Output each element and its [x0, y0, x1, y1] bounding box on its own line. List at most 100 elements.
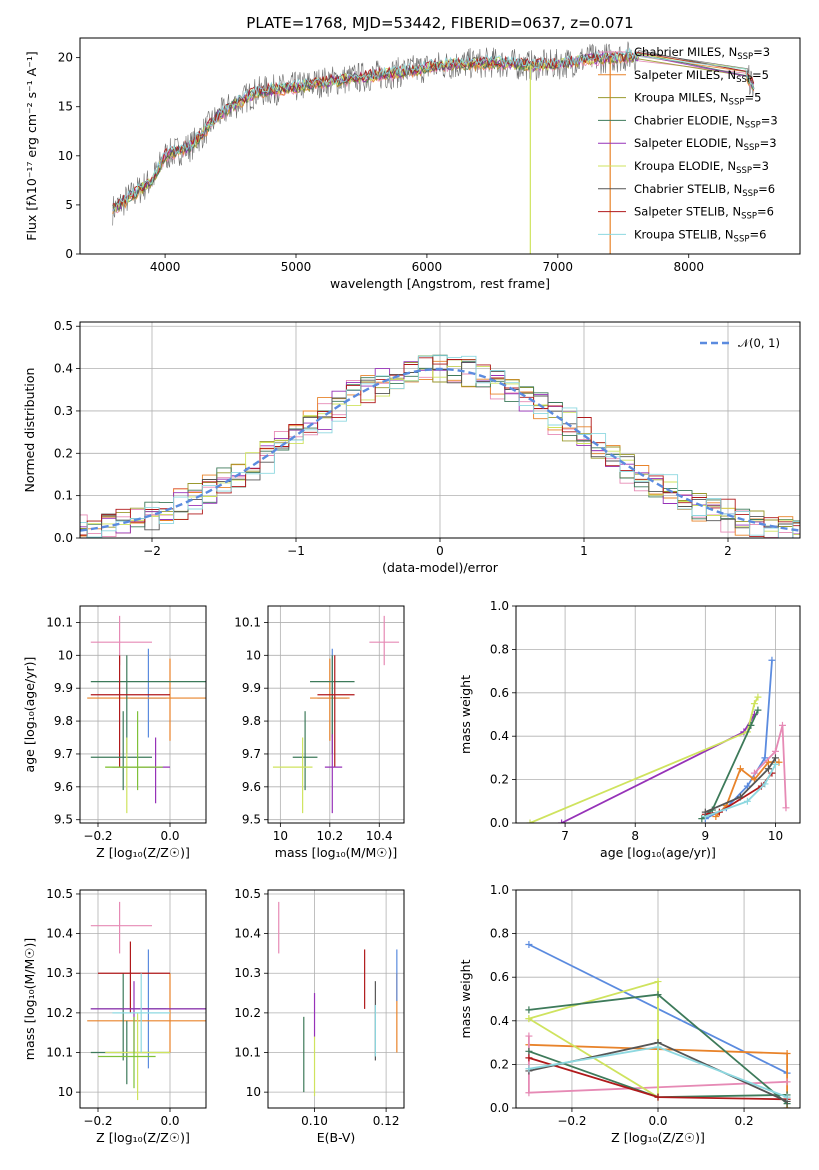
x-tick-label: 10.4	[366, 829, 393, 843]
axes-frame	[515, 889, 801, 1109]
x-axis-label: E(B-V)	[317, 1130, 356, 1145]
x-tick-label: 2	[724, 544, 732, 558]
data-point	[292, 711, 318, 791]
weight-marker	[654, 1093, 662, 1101]
legend-tail: =5	[752, 68, 769, 82]
data-point	[105, 737, 149, 814]
weight-marker	[754, 706, 762, 714]
weight-series	[701, 760, 779, 820]
y-tick-label: 10.3	[46, 966, 73, 980]
weight-marker	[654, 991, 662, 999]
legend-text: Salpeter ELODIE, N	[634, 136, 744, 150]
y-axis-label: Flux [fλ10⁻¹⁷ erg cm⁻² s⁻¹ A⁻¹]	[24, 51, 39, 240]
y-tick-label: 9.6	[54, 780, 73, 794]
weight-series-line	[704, 660, 773, 820]
mass_vs_Z-points	[87, 901, 206, 1101]
legend-text: Salpeter STELIB, N	[634, 205, 741, 219]
x-tick-label: 0.0	[160, 1114, 179, 1128]
y-axis-label: Normed distribution	[22, 368, 37, 493]
y-tick-label: 10.2	[234, 1006, 261, 1020]
y-tick-label: 0.6	[490, 970, 509, 984]
y-tick-label: 15	[58, 100, 73, 114]
x-tick-label: 10	[768, 829, 783, 843]
legend-tail: =3	[752, 159, 769, 173]
y-tick-label: 9.7	[54, 747, 73, 761]
x-tick-label: 5000	[281, 260, 312, 274]
weight-series	[701, 754, 779, 816]
y-tick-label: 0.1	[54, 489, 73, 503]
mass_vs_ebv-points	[278, 901, 398, 1097]
weight-marker	[771, 754, 779, 762]
data-point	[112, 737, 170, 804]
y-tick-label: 9.8	[54, 714, 73, 728]
data-point	[369, 615, 400, 666]
y-tick-label: 0.2	[490, 1057, 509, 1071]
legend-tail: =3	[753, 45, 770, 59]
hist-step-line	[80, 357, 800, 537]
y-axis-label: mass weight	[458, 959, 473, 1038]
x-tick-label: 8000	[673, 260, 704, 274]
weight-marker	[778, 721, 786, 729]
y-tick-label: 0.4	[490, 729, 509, 743]
y-tick-label: 10	[58, 1085, 73, 1099]
weight-series	[750, 721, 790, 812]
axes-frame	[79, 889, 207, 1109]
weight-marker	[768, 656, 776, 664]
y-tick-label: 10.1	[234, 1046, 261, 1060]
weight-series-line	[529, 696, 759, 823]
weight-marker	[525, 1089, 533, 1097]
legend-subscript: SSP	[737, 52, 753, 62]
y-tick-label: 0	[65, 247, 73, 261]
x-tick-label: 8	[631, 829, 639, 843]
y-tick-label: 10	[246, 1085, 261, 1099]
legend-tail: =3	[760, 136, 777, 150]
y-tick-label: 10.1	[46, 615, 73, 629]
hist-step-line	[80, 359, 800, 538]
y-tick-label: 9.6	[242, 780, 261, 794]
x-tick-label: 0.12	[373, 1114, 400, 1128]
x-tick-label: 0.0	[160, 829, 179, 843]
age_vs_mass-points	[272, 615, 400, 814]
weight-marker	[654, 1043, 662, 1051]
legend-tail: =6	[757, 205, 774, 219]
y-tick-label: 0.2	[54, 446, 73, 460]
hist-step-line	[80, 360, 800, 538]
weight-marker	[701, 808, 709, 816]
weight-marker	[525, 1065, 533, 1073]
legend-subscript: SSP	[744, 143, 760, 153]
legend-entry: Kroupa STELIB, NSSP=6	[634, 227, 766, 244]
x-tick-label: −0.2	[83, 829, 112, 843]
x-axis-label: (data-model)/error	[382, 560, 499, 575]
data-point	[90, 711, 152, 791]
y-tick-label: 0.4	[490, 1014, 509, 1028]
x-tick-label: −1	[287, 544, 305, 558]
x-tick-label: 7000	[543, 260, 574, 274]
y-tick-label: 10.4	[234, 927, 261, 941]
x-tick-label: 0.2	[735, 1114, 754, 1128]
y-tick-label: 9.5	[242, 813, 261, 827]
weight-marker	[750, 700, 758, 708]
hist-step-line	[80, 355, 800, 538]
x-tick-label: −0.2	[83, 1114, 112, 1128]
legend-entry: 𝒩(0, 1)	[738, 336, 780, 350]
x-axis-label: mass [log₁₀(M/M☉)]	[275, 845, 397, 860]
legend-text: Chabrier STELIB, N	[634, 182, 742, 196]
legend-entry: Kroupa MILES, NSSP=5	[634, 91, 761, 108]
data-point	[310, 658, 350, 741]
legend-text: Kroupa STELIB, N	[634, 227, 734, 241]
y-axis-label: mass weight	[458, 675, 473, 754]
legend-subscript: SSP	[745, 120, 761, 130]
y-tick-label: 10.5	[234, 887, 261, 901]
legend-entry: Salpeter STELIB, NSSP=6	[634, 205, 774, 222]
weight-marker	[525, 1054, 533, 1062]
normal-curve	[80, 367, 800, 532]
hist-lines	[80, 354, 800, 538]
x-tick-label: 4000	[150, 260, 181, 274]
data-point	[98, 941, 170, 1013]
legend-entry: Chabrier MILES, NSSP=3	[634, 45, 770, 62]
data-point	[272, 737, 313, 814]
x-tick-label: 0.10	[301, 1114, 328, 1128]
y-tick-label: 10	[246, 648, 261, 662]
